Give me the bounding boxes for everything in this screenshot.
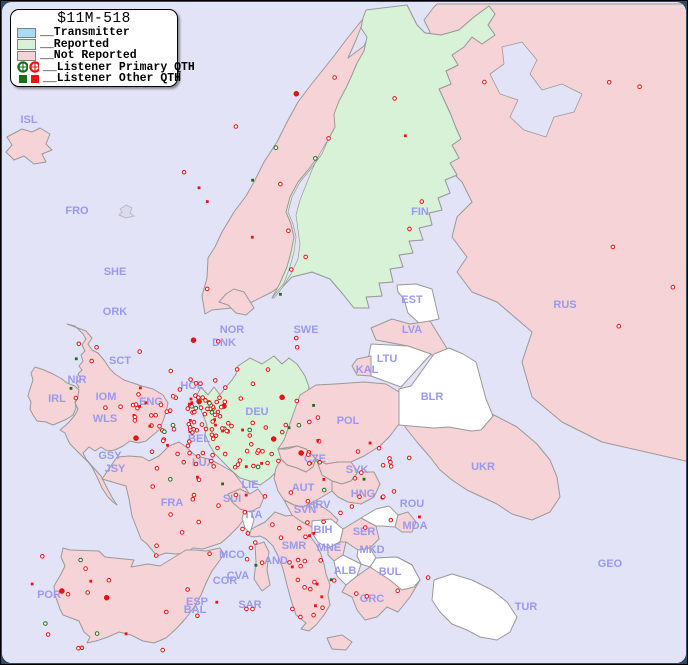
svg-text:RUS: RUS bbox=[553, 299, 576, 311]
svg-text:POL: POL bbox=[337, 415, 360, 427]
svg-text:MKD: MKD bbox=[359, 544, 384, 556]
svg-text:DEU: DEU bbox=[245, 406, 268, 418]
svg-text:MNE: MNE bbox=[317, 542, 341, 554]
svg-text:SWE: SWE bbox=[293, 324, 318, 336]
svg-text:ALB: ALB bbox=[334, 565, 357, 577]
svg-text:ROU: ROU bbox=[400, 498, 425, 510]
svg-text:HRV: HRV bbox=[307, 499, 331, 511]
svg-text:NOR: NOR bbox=[220, 324, 245, 336]
svg-text:ISL: ISL bbox=[20, 114, 37, 126]
svg-text:LVA: LVA bbox=[402, 324, 422, 336]
svg-text:TUR: TUR bbox=[515, 601, 538, 613]
svg-text:SHE: SHE bbox=[104, 266, 127, 278]
svg-text:BUL: BUL bbox=[379, 566, 402, 578]
svg-text:ESP: ESP bbox=[186, 596, 208, 608]
svg-text:GSY: GSY bbox=[98, 450, 122, 462]
svg-text:ITA: ITA bbox=[246, 509, 263, 521]
svg-text:CVA: CVA bbox=[227, 570, 249, 582]
svg-text:UKR: UKR bbox=[471, 461, 495, 473]
svg-text:IRL: IRL bbox=[48, 393, 66, 405]
svg-text:IOM: IOM bbox=[96, 391, 117, 403]
svg-text:SAR: SAR bbox=[238, 599, 261, 611]
svg-text:AND: AND bbox=[264, 555, 288, 567]
svg-text:WLS: WLS bbox=[93, 413, 117, 425]
svg-text:SMR: SMR bbox=[282, 540, 307, 552]
svg-text:POR: POR bbox=[37, 589, 61, 601]
svg-text:LIE: LIE bbox=[241, 479, 258, 491]
svg-text:KAL: KAL bbox=[356, 364, 379, 376]
svg-text:BIH: BIH bbox=[314, 524, 333, 536]
svg-text:FRO: FRO bbox=[65, 205, 89, 217]
svg-text:BLR: BLR bbox=[421, 391, 444, 403]
svg-text:SUI: SUI bbox=[223, 493, 241, 505]
svg-text:MDA: MDA bbox=[402, 520, 427, 532]
svg-text:HNG: HNG bbox=[351, 488, 375, 500]
svg-text:DNK: DNK bbox=[212, 337, 236, 349]
svg-text:BEL: BEL bbox=[188, 433, 210, 445]
svg-text:SCT: SCT bbox=[109, 355, 131, 367]
svg-text:FIN: FIN bbox=[411, 206, 429, 218]
svg-text:JSY: JSY bbox=[105, 463, 126, 475]
svg-text:GEO: GEO bbox=[598, 558, 623, 570]
svg-text:EST: EST bbox=[401, 294, 423, 306]
svg-text:ORK: ORK bbox=[103, 306, 128, 318]
svg-text:LTU: LTU bbox=[377, 353, 398, 365]
svg-text:AUT: AUT bbox=[292, 482, 315, 494]
svg-text:MCO: MCO bbox=[219, 549, 245, 561]
svg-text:NIR: NIR bbox=[68, 374, 87, 386]
svg-text:FRA: FRA bbox=[161, 497, 184, 509]
svg-text:SVK: SVK bbox=[346, 464, 369, 476]
svg-text:GRC: GRC bbox=[360, 593, 385, 605]
